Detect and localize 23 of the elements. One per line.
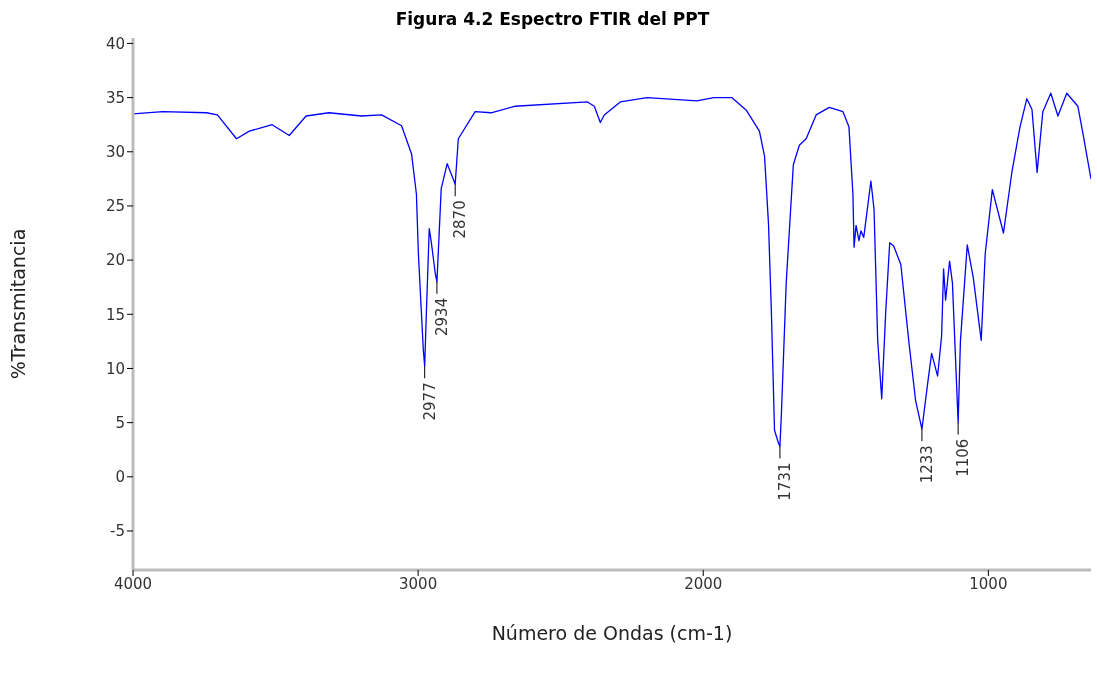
chart-title: Figura 4.2 Espectro FTIR del PPT — [394, 8, 711, 30]
x-axis-title: Número de Ondas (cm-1) — [491, 622, 733, 644]
y-tick-label: 5 — [115, 413, 125, 432]
annotation: 1106 — [954, 438, 973, 477]
annotation: 2977 — [420, 382, 439, 421]
y-tick-label: 0 — [115, 468, 125, 487]
y-tick-label: 35 — [105, 88, 125, 107]
x-tick-label: 1000 — [969, 574, 1008, 593]
y-tick-label: 15 — [105, 305, 125, 324]
y-tick-label: 20 — [105, 251, 125, 270]
x-tick-label: 3000 — [399, 574, 438, 593]
x-tick-label: 4000 — [113, 574, 153, 593]
y-tick-label: 40 — [105, 34, 125, 53]
annotation: 2870 — [451, 200, 470, 239]
y-tick-label: 30 — [105, 143, 125, 162]
annotation: 1233 — [917, 445, 936, 484]
x-tick-label: 2000 — [684, 574, 723, 593]
y-tick-label: 10 — [105, 359, 125, 378]
y-axis-title: %Transmitancia — [6, 228, 29, 380]
annotation: 1731 — [775, 462, 794, 501]
y-tick-label: -5 — [110, 522, 125, 541]
annotation: 2934 — [432, 297, 451, 336]
y-tick-label: 25 — [105, 197, 125, 216]
